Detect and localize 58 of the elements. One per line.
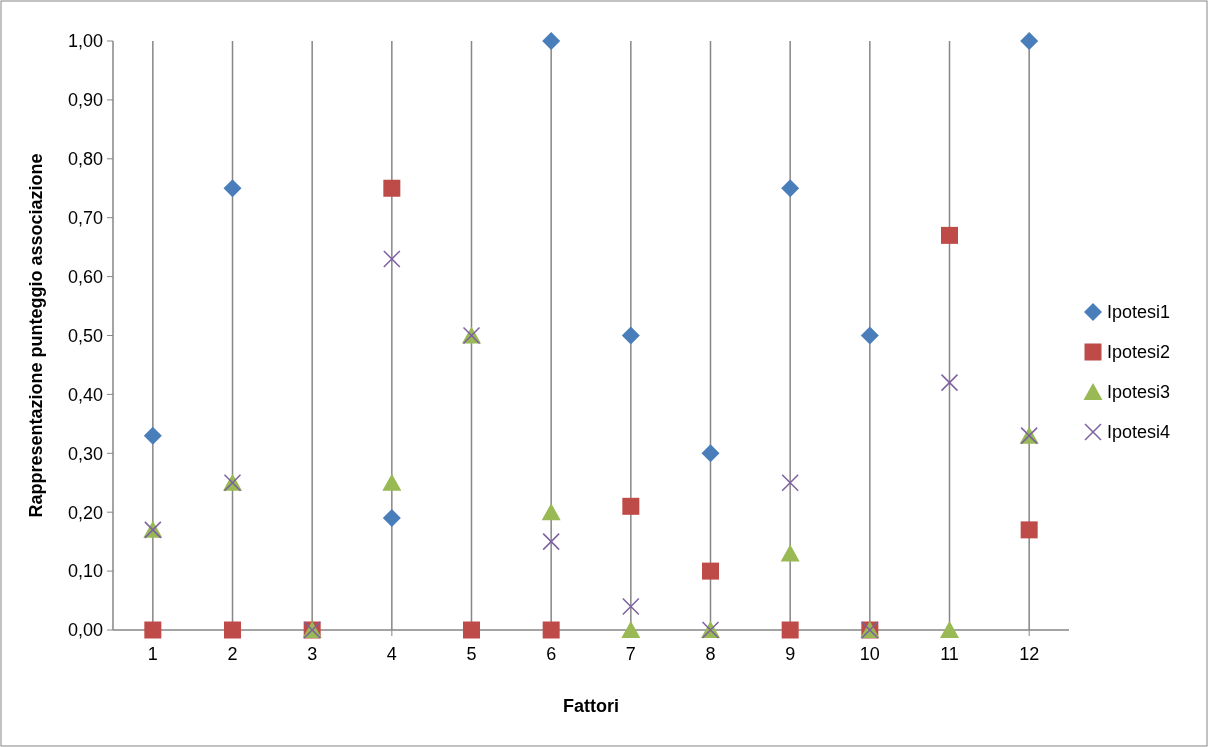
x-tick-label: 9 [785, 644, 796, 664]
point [860, 326, 879, 345]
y-tick-label: 0,40 [67, 384, 103, 405]
point [622, 597, 640, 616]
y-tick-label: 1,00 [67, 31, 103, 52]
y-tick-label: 0,90 [67, 90, 103, 111]
x-axis-title: Fattori [563, 696, 619, 716]
legend-label: Ipotesi3 [1107, 382, 1171, 403]
x-tick-label: 3 [307, 644, 318, 664]
x-tick-label: 2 [227, 644, 238, 664]
point [940, 373, 959, 392]
point [781, 474, 799, 492]
point [621, 621, 641, 638]
point [1020, 32, 1039, 50]
point [383, 179, 401, 197]
x-tick-label: 11 [940, 644, 959, 664]
point [383, 250, 401, 268]
point [542, 32, 561, 50]
y-tick-label: 0,10 [67, 561, 103, 582]
x-tick-label: 10 [859, 644, 880, 664]
x-tick-label: 4 [386, 644, 397, 664]
point [224, 621, 241, 639]
y-axis-title: Rappresentazione punteggio associazione [26, 153, 46, 518]
legend-label: Ipotesi2 [1107, 342, 1171, 363]
legend-label: Ipotesi1 [1107, 302, 1171, 323]
point [701, 444, 720, 463]
point [223, 179, 242, 198]
point [541, 503, 561, 521]
y-tick-label: 0,60 [67, 266, 103, 287]
y-tick-label: 0,20 [67, 502, 103, 523]
y-tick-label: 0,00 [67, 620, 103, 641]
x-tick-label: 1 [147, 644, 158, 664]
point [542, 621, 560, 639]
point [542, 532, 560, 551]
point [144, 621, 162, 639]
point [781, 621, 799, 639]
x-tick-label: 8 [705, 644, 716, 664]
y-tick-label: 0,80 [67, 149, 103, 170]
x-tick-label: 12 [1019, 644, 1040, 664]
point [780, 544, 800, 562]
point [781, 179, 800, 198]
point [463, 621, 480, 639]
point [621, 326, 640, 345]
point [382, 509, 401, 528]
point [622, 497, 640, 515]
point [143, 426, 162, 445]
y-tick-label: 0,50 [67, 325, 103, 346]
legend-label: Ipotesi4 [1107, 422, 1171, 443]
point [1020, 521, 1038, 539]
y-tick-label: 0,30 [67, 443, 103, 464]
y-tick-label: 0,70 [67, 208, 103, 228]
point [702, 562, 719, 580]
x-tick-label: 6 [546, 644, 557, 664]
point [382, 473, 402, 491]
point [940, 621, 959, 638]
x-tick-label: 7 [625, 644, 636, 664]
point [941, 226, 958, 244]
x-tick-label: 5 [466, 644, 477, 664]
